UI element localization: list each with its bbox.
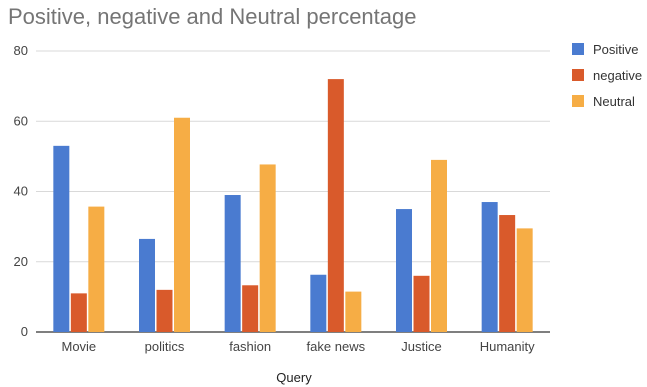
- x-tick-label: politics: [145, 339, 185, 354]
- y-tick-label: 0: [21, 324, 28, 339]
- bar-neutral-humanity: [517, 228, 533, 332]
- x-tick-label: fashion: [229, 339, 271, 354]
- bars: [53, 79, 532, 332]
- bar-positive-politics: [139, 239, 155, 332]
- bar-neutral-fashion: [260, 164, 276, 332]
- bar-negative-movie: [71, 293, 87, 332]
- bar-neutral-movie: [88, 207, 104, 332]
- y-tick-label: 60: [14, 113, 28, 128]
- legend-label-negative: negative: [593, 68, 642, 83]
- legend-swatch-positive: [572, 43, 584, 55]
- bar-neutral-politics: [174, 118, 190, 332]
- y-tick-label: 40: [14, 184, 28, 199]
- gridlines: [36, 51, 550, 332]
- y-axis-tick-labels: 0 20 40 60 80: [14, 43, 28, 339]
- bar-negative-fashion: [242, 285, 258, 332]
- x-tick-label: Movie: [61, 339, 96, 354]
- x-tick-label: fake news: [307, 339, 366, 354]
- bar-neutral-justice: [431, 160, 447, 332]
- x-axis-tick-labels: Movie politics fashion fake news Justice Huma…: [61, 339, 535, 354]
- bar-positive-justice: [396, 209, 412, 332]
- bar-negative-fake-news: [328, 79, 344, 332]
- legend-label-positive: Positive: [593, 42, 639, 57]
- bar-negative-justice: [414, 276, 430, 332]
- bar-negative-humanity: [499, 215, 515, 332]
- x-tick-label: Justice: [401, 339, 441, 354]
- bar-positive-humanity: [482, 202, 498, 332]
- legend-swatch-negative: [572, 69, 584, 81]
- legend: Positive negative Neutral: [572, 42, 642, 109]
- bar-positive-fashion: [225, 195, 241, 332]
- legend-swatch-neutral: [572, 95, 584, 107]
- bar-positive-fake-news: [310, 275, 326, 332]
- y-tick-label: 80: [14, 43, 28, 58]
- y-tick-label: 20: [14, 254, 28, 269]
- bar-negative-politics: [157, 290, 173, 332]
- bar-positive-movie: [53, 146, 69, 332]
- bar-neutral-fake-news: [345, 292, 361, 332]
- x-axis-title: Query: [276, 370, 312, 385]
- x-tick-label: Humanity: [480, 339, 535, 354]
- legend-label-neutral: Neutral: [593, 94, 635, 109]
